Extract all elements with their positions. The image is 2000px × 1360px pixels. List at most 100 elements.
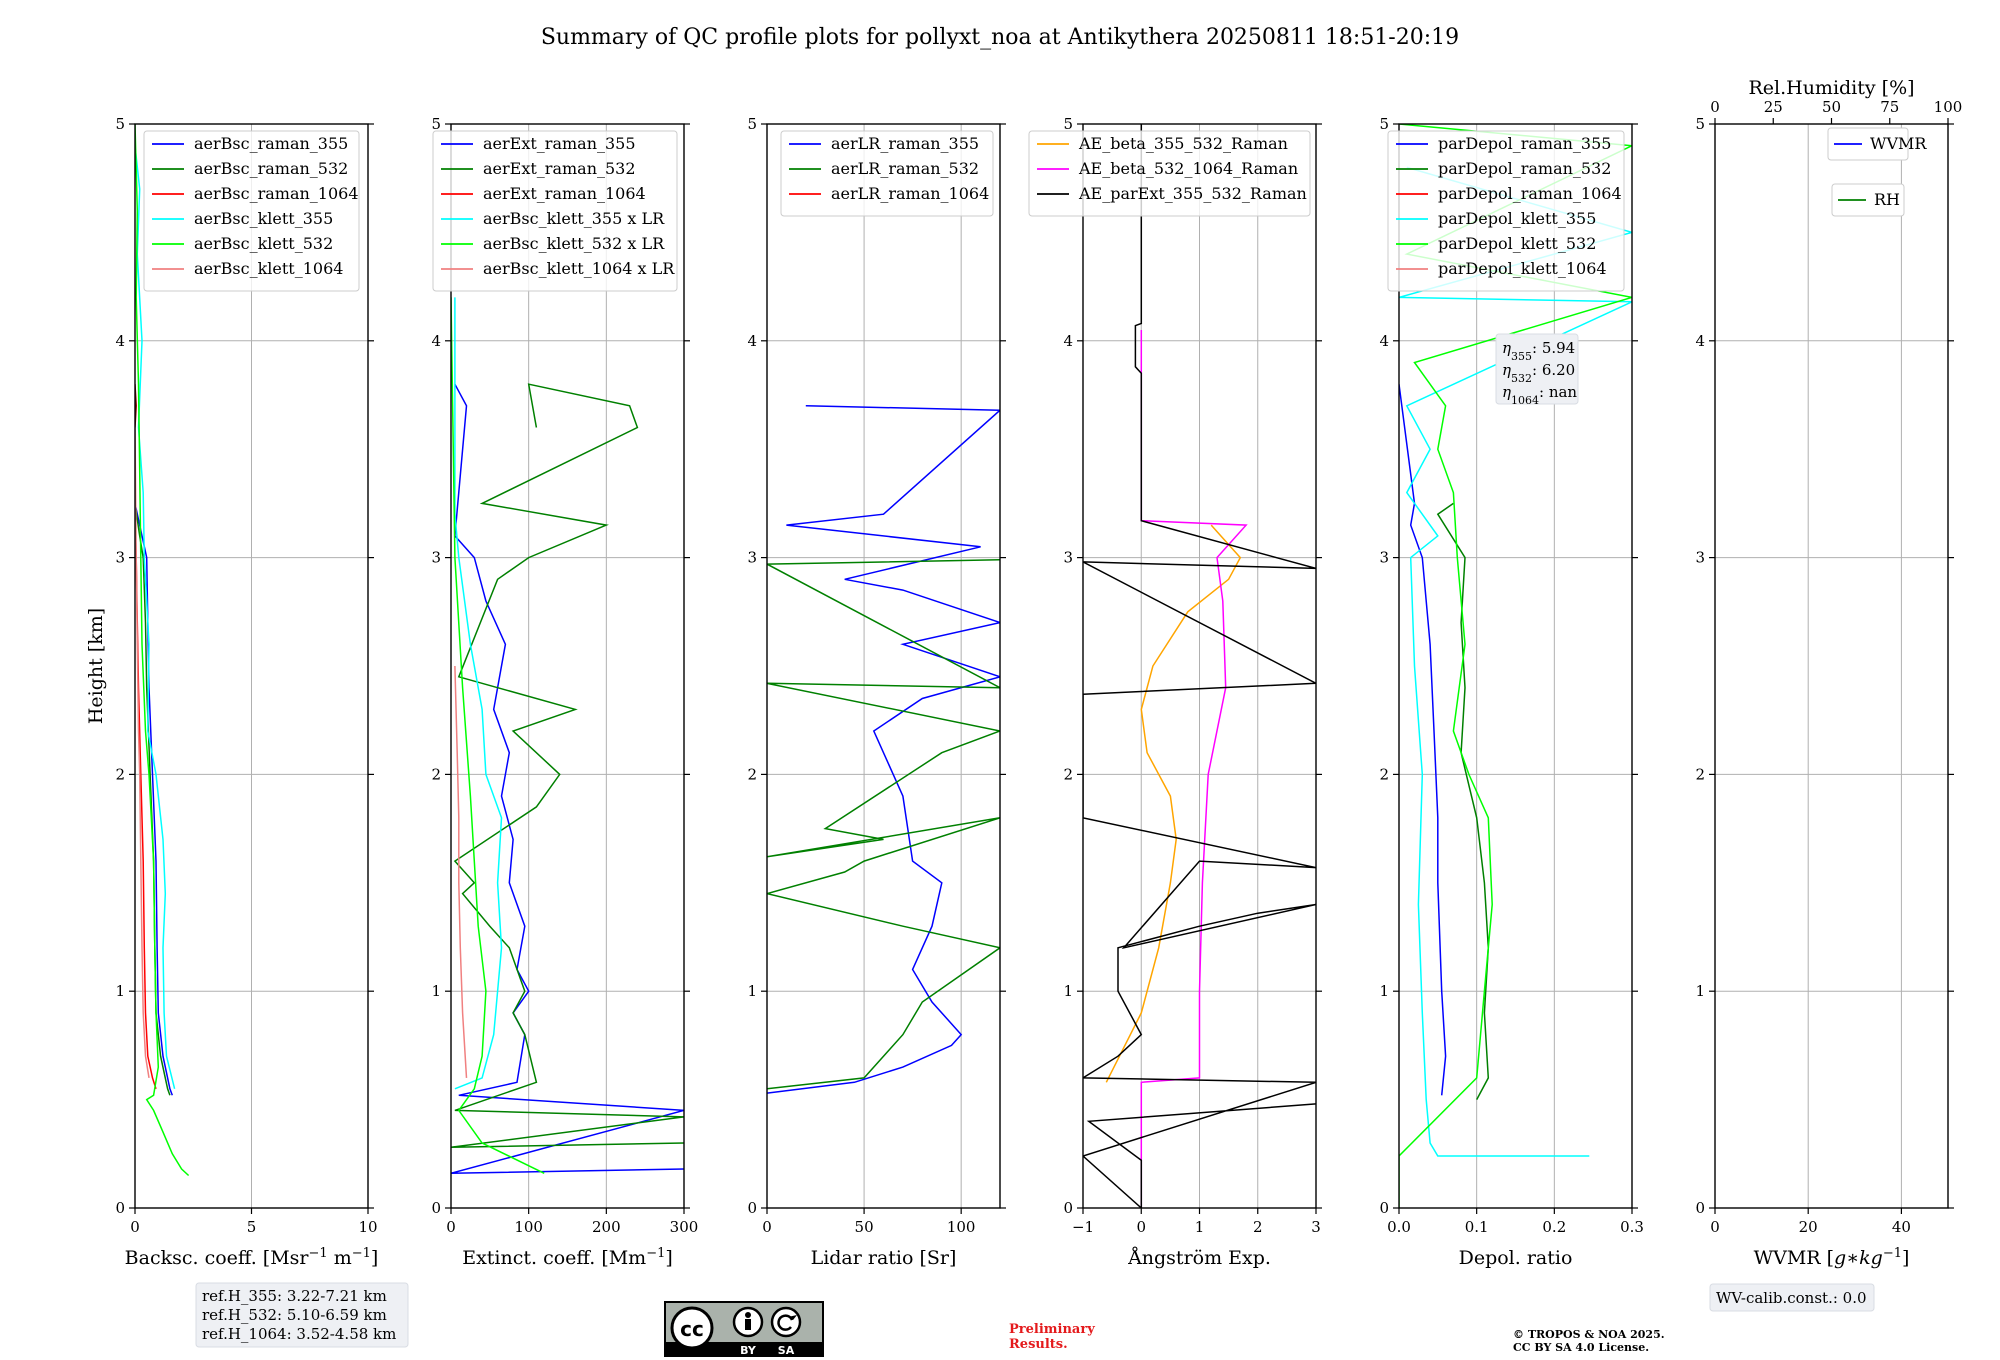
legend-entry: aerBsc_klett_532 — [194, 234, 333, 253]
axes-frame — [766, 123, 1001, 1209]
y-tick-label: 5 — [1695, 115, 1705, 133]
axes-frame — [1714, 123, 1949, 1209]
y-tick-label: 5 — [1063, 115, 1073, 133]
series-line-AE_beta_355_532_Raman — [1105, 524, 1242, 1083]
top-x-tick-label: 0 — [1710, 98, 1720, 116]
legend-entry: aerExt_raman_532 — [483, 159, 636, 178]
legend-entry: parDepol_klett_355 — [1438, 209, 1596, 228]
legend-entry: WVMR — [1870, 134, 1927, 153]
legend-box — [1827, 127, 1909, 161]
legend-entry: parDepol_klett_532 — [1438, 234, 1596, 253]
axes-frame — [1398, 123, 1633, 1209]
y-tick-label: 4 — [1695, 332, 1705, 350]
legend-entry: AE_parExt_355_532_Raman — [1078, 184, 1307, 203]
y-tick-label: 3 — [1379, 549, 1389, 567]
y-tick-label: 3 — [1695, 549, 1705, 567]
axes-panel-2: 0 100 200 300 0 1 2 3 4 5 Extinct. coeff. [Mm−1] ae… — [431, 115, 698, 1269]
axes-panel-3: 0 50 100 0 1 2 3 4 5 Lidar ratio [Sr] aerLR_raman_… — [747, 115, 1006, 1269]
wv-calib-text: WV-calib.const.: 0.0 — [1716, 1289, 1867, 1307]
series-line-aerBsc_klett_355 x LR — [454, 297, 503, 1090]
legend-entry: aerExt_raman_1064 — [483, 184, 646, 203]
x-tick-label: 0 — [130, 1218, 140, 1236]
legend-entry: aerBsc_klett_1064 x LR — [483, 259, 675, 278]
x-tick-label: 0.1 — [1465, 1218, 1489, 1236]
y-tick-label: 2 — [115, 765, 125, 783]
legend-box — [432, 130, 678, 292]
x-tick-label: 0 — [446, 1218, 456, 1236]
legend-entry: parDepol_klett_1064 — [1438, 259, 1607, 278]
legend-entry: AE_beta_355_532_Raman — [1078, 134, 1288, 153]
copyright-line2: CC BY SA 4.0 License. — [1513, 1341, 1649, 1354]
legend-entry: parDepol_raman_532 — [1438, 159, 1611, 178]
x-tick-label: 10 — [358, 1218, 377, 1236]
series-line-aerLR_raman_355 — [767, 405, 1000, 1094]
x-tick-label: 0 — [1710, 1218, 1720, 1236]
x-tick-label: 0 — [1136, 1218, 1146, 1236]
y-tick-label: 0 — [747, 1199, 757, 1217]
x-tick-label: 0 — [762, 1218, 772, 1236]
axes-panel-6: 0 20 40 0 1 2 3 4 5 WVMR [g∗kg−1] 0 25 50 75 100 Rel.Hu… — [1695, 77, 1962, 1269]
legend-box — [1831, 183, 1905, 217]
x-tick-label: 2 — [1253, 1218, 1263, 1236]
x-axis-label: Backsc. coeff. [Msr−1 m−1] — [125, 1246, 379, 1270]
y-tick-label: 5 — [431, 115, 441, 133]
y-tick-label: 2 — [1695, 765, 1705, 783]
x-tick-label: 20 — [1799, 1218, 1818, 1236]
x-tick-label: 5 — [247, 1218, 257, 1236]
cc-icon: cc — [680, 1317, 704, 1341]
x-tick-label: 200 — [592, 1218, 621, 1236]
x-axis-label: Extinct. coeff. [Mm−1] — [462, 1246, 673, 1270]
axes-panel-1: 0 5 10 0 1 2 3 4 5 Backsc. coeff. [Msr−1 m−1] Heig… — [85, 115, 378, 1269]
legend-entry: aerExt_raman_355 — [483, 134, 636, 153]
series-line-parDepol_klett_355 — [1399, 166, 1632, 1157]
y-tick-label: 0 — [1695, 1199, 1705, 1217]
wv-calib-box: WV-calib.const.: 0.0 — [1709, 1283, 1875, 1312]
figure-title: Summary of QC profile plots for pollyxt_… — [541, 25, 1459, 50]
top-x-tick-label: 25 — [1764, 98, 1783, 116]
y-tick-label: 0 — [1379, 1199, 1389, 1217]
legend-box — [143, 130, 360, 292]
cc-by-sa-license-badge: cc BY SA — [664, 1301, 824, 1357]
preliminary-note-line1: Preliminary — [1009, 1322, 1095, 1337]
y-tick-label: 1 — [115, 982, 125, 1000]
legend-entry: RH — [1874, 190, 1900, 209]
x-tick-label: 100 — [514, 1218, 543, 1236]
y-tick-label: 4 — [431, 332, 441, 350]
legend-box — [1387, 130, 1625, 292]
series-line-aerBsc_klett_532 x LR — [451, 297, 545, 1174]
x-tick-label: 3 — [1311, 1218, 1321, 1236]
y-tick-label: 1 — [1379, 982, 1389, 1000]
y-tick-label: 1 — [1695, 982, 1705, 1000]
series-line-aerBsc_klett_532 — [135, 124, 190, 1177]
legend-entry: aerBsc_raman_532 — [194, 159, 348, 178]
axes-frame — [1082, 123, 1317, 1209]
axes-frame — [134, 123, 369, 1209]
y-tick-label: 2 — [747, 765, 757, 783]
series-line-aerBsc_klett_355 — [135, 145, 176, 1089]
y-tick-label: 1 — [431, 982, 441, 1000]
x-axis-label: Depol. ratio — [1459, 1247, 1573, 1269]
ref-heights-box: ref.H_355: 3.22-7.21 km ref.H_532: 5.10-… — [195, 1282, 409, 1348]
x-tick-label: 100 — [947, 1218, 976, 1236]
x-tick-label: 0.3 — [1620, 1218, 1644, 1236]
series-line-aerLR_raman_532 — [767, 559, 1000, 1090]
copyright-line1: © TROPOS & NOA 2025. — [1513, 1328, 1665, 1341]
legend-entry: aerLR_raman_355 — [831, 134, 979, 153]
y-tick-label: 4 — [1379, 332, 1389, 350]
series-line-parDepol_raman_355 — [1399, 384, 1447, 1096]
top-x-tick-label: 100 — [1934, 98, 1963, 116]
y-axis-label: Height [km] — [85, 608, 107, 724]
y-tick-label: 3 — [747, 549, 757, 567]
y-tick-label: 0 — [115, 1199, 125, 1217]
top-x-axis-label: Rel.Humidity [%] — [1748, 77, 1914, 99]
axes-frame — [450, 123, 685, 1209]
y-tick-label: 3 — [115, 549, 125, 567]
legend-entry: aerBsc_klett_355 x LR — [483, 209, 665, 228]
axes-panel-5: 0.0 0.1 0.2 0.3 0 1 2 3 4 5 Depol. ratio parDepol_r… — [1379, 115, 1643, 1269]
x-tick-label: 0.0 — [1387, 1218, 1411, 1236]
series-line-aerExt_raman_355 — [451, 383, 684, 1175]
eta-annotation-line: η355: 5.94 — [1502, 339, 1575, 363]
legend-entry: aerBsc_raman_355 — [194, 134, 348, 153]
